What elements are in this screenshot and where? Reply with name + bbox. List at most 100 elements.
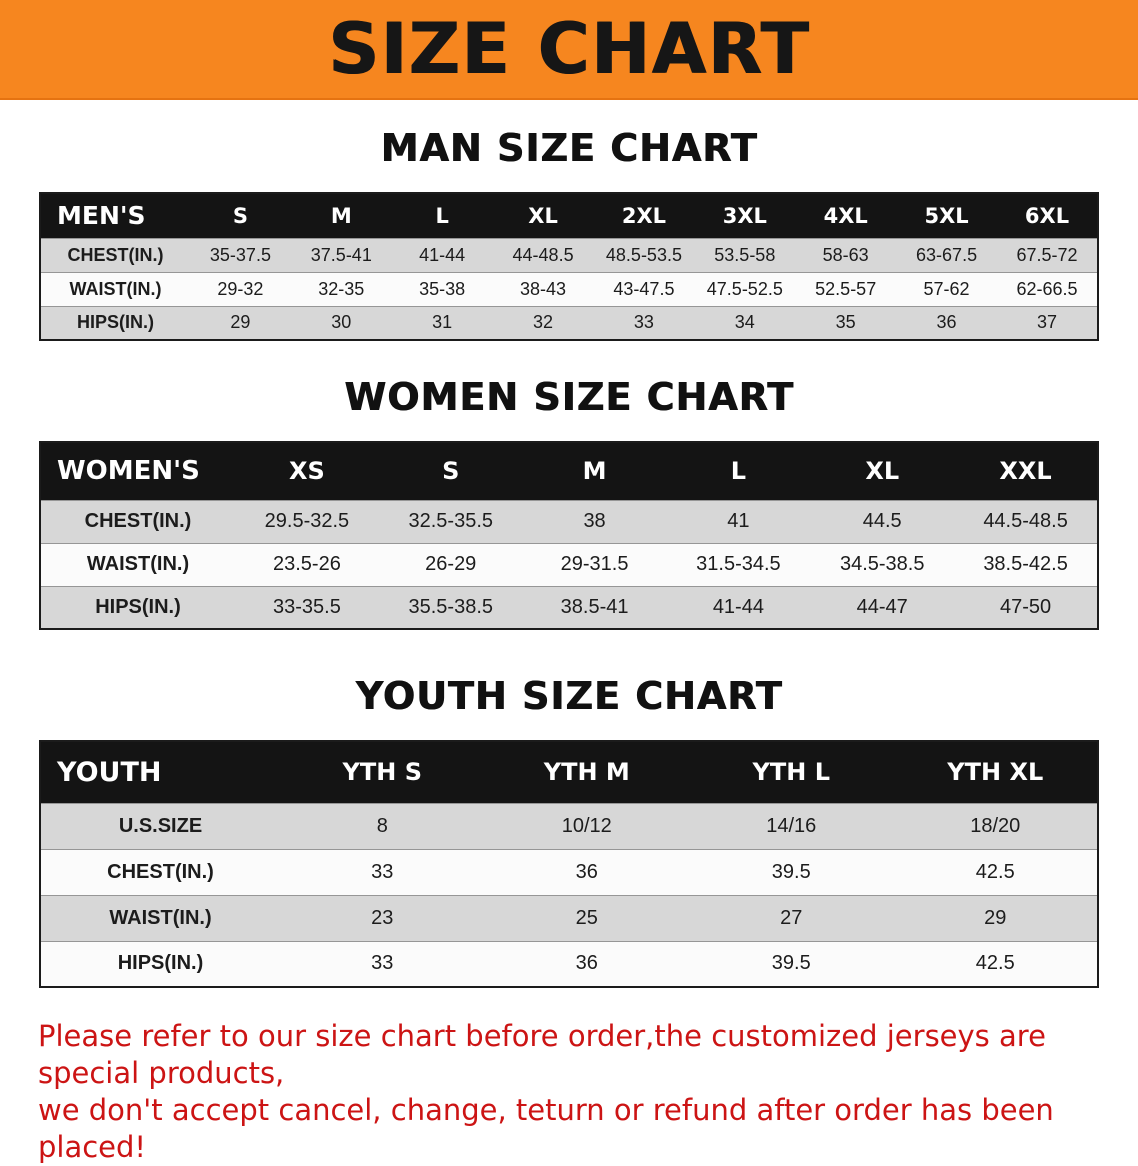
- measurement-label: WAIST(IN.): [86, 553, 190, 575]
- size-column-header: XS: [289, 457, 325, 486]
- measurement-value: 36: [936, 312, 957, 333]
- section-youth: YOUTH SIZE CHART YOUTH YTH S YTH M YTH L YTH…: [0, 674, 1138, 988]
- measurement-value: 18/20: [970, 814, 1021, 837]
- measurement-value: 32.5-35.5: [408, 510, 493, 532]
- section-women: WOMEN SIZE CHART WOMEN'S XS S M L XL XXL CHEST(…: [0, 375, 1138, 630]
- table-row: CHEST(IN.) 35-37.5 37.5-41 41-44 44-48.5 48.5…: [40, 238, 1098, 272]
- measurement-label: HIPS(IN.): [117, 952, 204, 975]
- measurement-value: 35-37.5: [209, 244, 271, 265]
- measurement-label: HIPS(IN.): [95, 595, 181, 618]
- measurement-value: 58-63: [822, 244, 869, 265]
- table-row: HIPS(IN.) 33-35.5 35.5-38.5 38.5-41 41-44 44-…: [40, 586, 1098, 629]
- measurement-value: 43-47.5: [613, 278, 675, 299]
- measurement-value: 35: [835, 312, 856, 333]
- table-row: U.S.SIZE 8 10/12 14/16 18/20: [40, 803, 1098, 849]
- measurement-value: 32: [533, 312, 554, 333]
- size-column-header: S: [442, 457, 460, 486]
- measurement-value: 35.5-38.5: [408, 595, 493, 618]
- measurement-value: 39.5: [771, 952, 811, 975]
- measurement-value: 41-44: [712, 595, 764, 618]
- size-column-header: M: [330, 203, 352, 228]
- disclaimer-line-1: Please refer to our size chart before or…: [38, 1019, 1046, 1091]
- measurement-value: 26-29: [425, 553, 477, 575]
- size-column-header: YTH S: [342, 758, 422, 787]
- measurement-label: CHEST(IN.): [107, 860, 214, 883]
- measurement-value: 38-43: [520, 278, 567, 299]
- table-row: HIPS(IN.) 33 36 39.5 42.5: [40, 941, 1098, 987]
- size-column-header: L: [730, 457, 747, 486]
- measurement-value: 32-35: [318, 278, 365, 299]
- table-row: WAIST(IN.) 23 25 27 29: [40, 895, 1098, 941]
- disclaimer-line-2: we don't accept cancel, change, teturn o…: [38, 1093, 1054, 1165]
- size-column-header: 4XL: [823, 203, 868, 228]
- size-column-header: S: [232, 203, 248, 228]
- measurement-value: 30: [331, 312, 352, 333]
- measurement-label: CHEST(IN.): [84, 510, 192, 532]
- heading-women-size-chart: WOMEN SIZE CHART: [344, 375, 794, 419]
- size-column-header: XXL: [999, 457, 1052, 486]
- measurement-value: 48.5-53.5: [605, 244, 682, 265]
- table-group-label: WOMEN'S: [57, 456, 200, 487]
- measurement-value: 44-47: [856, 595, 908, 618]
- measurement-value: 14/16: [766, 814, 817, 837]
- table-row: CHEST(IN.) 33 36 39.5 42.5: [40, 849, 1098, 895]
- measurement-value: 29: [984, 906, 1007, 929]
- table-row: CHEST(IN.) 29.5-32.5 32.5-35.5 38 41 44.5 44.5…: [40, 500, 1098, 543]
- measurement-value: 53.5-58: [714, 244, 776, 265]
- table-row: WAIST(IN.) 29-32 32-35 35-38 38-43 43-47.5 47.…: [40, 272, 1098, 306]
- measurement-value: 36: [575, 860, 598, 883]
- measurement-value: 52.5-57: [815, 278, 877, 299]
- page-title: SIZE CHART: [327, 8, 811, 90]
- size-column-header: M: [582, 457, 607, 486]
- measurement-value: 25: [575, 906, 598, 929]
- measurement-value: 23.5-26: [272, 553, 341, 575]
- measurement-value: 41-44: [419, 244, 466, 265]
- table-header-row: MEN'S S M L XL 2XL 3XL 4XL 5XL 6XL: [40, 193, 1098, 238]
- measurement-label: CHEST(IN.): [67, 244, 164, 265]
- measurement-value: 23: [371, 906, 394, 929]
- measurement-value: 62-66.5: [1016, 278, 1078, 299]
- measurement-value: 31: [432, 312, 453, 333]
- table-row: HIPS(IN.) 29 30 31 32 33 34 35 36 37: [40, 306, 1098, 340]
- measurement-value: 37: [1036, 312, 1058, 333]
- measurement-value: 47-50: [999, 595, 1052, 618]
- size-column-header: L: [435, 203, 449, 228]
- title-banner: SIZE CHART: [0, 0, 1138, 100]
- measurement-value: 29.5-32.5: [264, 510, 350, 532]
- measurement-value: 42.5: [975, 952, 1015, 975]
- measurement-value: 34.5-38.5: [839, 553, 925, 575]
- heading-youth-size-chart: YOUTH SIZE CHART: [355, 674, 783, 718]
- measurement-value: 27: [780, 906, 803, 929]
- measurement-value: 39.5: [771, 860, 811, 883]
- measurement-value: 37.5-41: [310, 244, 372, 265]
- measurement-value: 38: [583, 510, 606, 532]
- measurement-value: 33-35.5: [272, 595, 341, 618]
- youth-size-table: YOUTH YTH S YTH M YTH L YTH XL U.S.SIZE 8 10/12…: [39, 740, 1099, 988]
- table-header-row: YOUTH YTH S YTH M YTH L YTH XL: [40, 741, 1098, 803]
- table-header-row: WOMEN'S XS S M L XL XXL: [40, 442, 1098, 500]
- size-column-header: 6XL: [1024, 203, 1070, 228]
- measurement-value: 33: [371, 860, 394, 883]
- measurement-value: 47.5-52.5: [706, 278, 783, 299]
- table-group-label: MEN'S: [57, 201, 146, 231]
- measurement-value: 42.5: [975, 860, 1015, 883]
- size-column-header: YTH L: [752, 758, 830, 787]
- size-column-header: 5XL: [924, 203, 969, 228]
- measurement-value: 44.5: [862, 510, 902, 532]
- measurement-value: 10/12: [561, 814, 612, 837]
- disclaimer: Please refer to our size chart before or…: [38, 1018, 1100, 1166]
- women-size-table: WOMEN'S XS S M L XL XXL CHEST(IN.) 29.5-32.5 32.5…: [39, 441, 1099, 630]
- section-men: MAN SIZE CHART MEN'S S M L XL 2XL 3XL 4XL 5XL 6XL…: [0, 126, 1138, 341]
- size-column-header: 2XL: [621, 203, 667, 228]
- measurement-value: 33: [633, 312, 654, 333]
- measurement-value: 34: [734, 312, 755, 333]
- measurement-label: U.S.SIZE: [118, 814, 203, 837]
- measurement-value: 36: [575, 952, 598, 975]
- measurement-value: 63-67.5: [916, 244, 978, 265]
- size-column-header: 3XL: [722, 203, 767, 228]
- measurement-value: 57-62: [923, 278, 970, 299]
- table-row: WAIST(IN.) 23.5-26 26-29 29-31.5 31.5-34.5 34…: [40, 543, 1098, 586]
- size-column-header: YTH M: [543, 758, 630, 787]
- measurement-value: 29-31.5: [560, 553, 629, 575]
- measurement-value: 29-32: [217, 278, 264, 299]
